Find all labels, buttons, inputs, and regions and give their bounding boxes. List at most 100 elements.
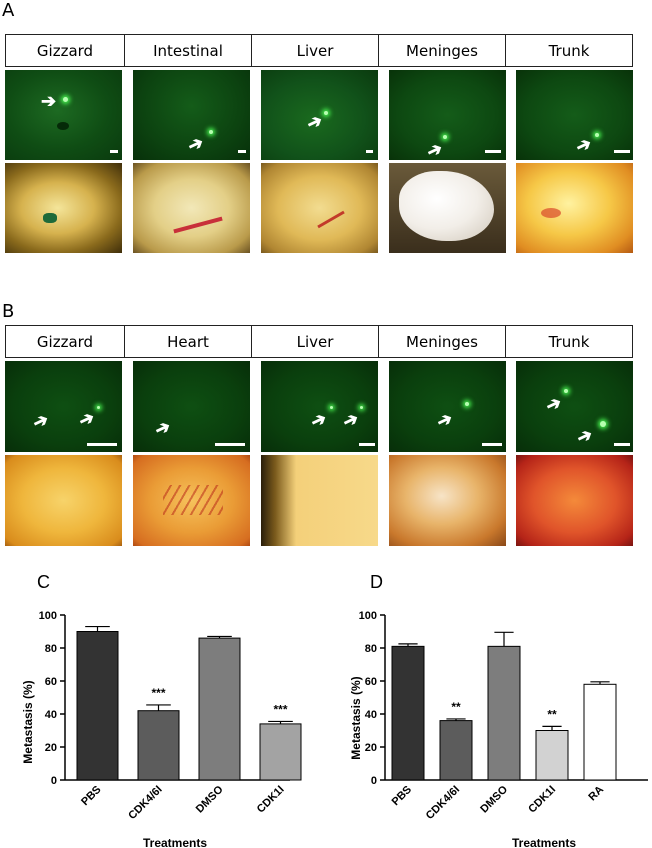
y-tick-label: 0 (371, 775, 377, 787)
y-tick-label: 60 (365, 676, 377, 688)
y-tick-label: 20 (45, 742, 57, 754)
metastasis-spot (443, 135, 447, 139)
arrow-icon: ➔ (573, 423, 596, 449)
panel-b-grid: Gizzard Heart Liver Meninges Trunk ➔ ➔ ➔… (5, 325, 633, 546)
y-tick-label: 80 (45, 643, 57, 655)
x-tick-label: PBS (79, 784, 103, 808)
chart-d: D Metastasis (%) Treatments 0 20 40 60 80 100… (349, 572, 648, 848)
fluorescence-image-trunk: ➔ (516, 70, 633, 160)
brightfield-image-trunk (516, 455, 633, 546)
arrow-icon: ➔ (542, 391, 565, 417)
panel-letter-a: A (2, 0, 15, 21)
scale-bar (614, 443, 630, 446)
panel-a-brightfield-row (5, 163, 633, 253)
chart-c: C Metastasis (%) Treatments 0 20 40 60 80 100… (21, 572, 302, 848)
x-tick-label: PBS (390, 784, 414, 808)
arrow-icon: ➔ (75, 406, 98, 432)
scale-bar (359, 443, 375, 446)
fluorescence-image-trunk: ➔ ➔ (516, 361, 633, 452)
panel-a-label-trunk: Trunk (548, 41, 590, 60)
arrow-icon: ➔ (572, 132, 595, 158)
panel-a-fluorescence-row: ➔ ➔ ➔ ➔ ➔ (5, 70, 633, 160)
arrow-icon: ➔ (339, 407, 362, 433)
significance-label: *** (273, 702, 287, 716)
brightfield-image-trunk (516, 163, 633, 253)
panel-b-label-trunk: Trunk (548, 332, 590, 351)
panel-b-fluorescence-row: ➔ ➔ ➔ ➔ ➔ ➔ ➔ ➔ (5, 361, 633, 452)
y-tick-label: 40 (365, 709, 377, 721)
bar (259, 723, 302, 781)
y-tick-label: 20 (365, 742, 377, 754)
bar (76, 631, 119, 781)
scale-bar (87, 443, 117, 446)
x-tick-label: CDK1I (255, 784, 287, 816)
fluorescence-image-gizzard: ➔ (5, 70, 122, 160)
metastasis-spot (97, 406, 100, 409)
scale-bar (110, 150, 118, 153)
bar (391, 645, 425, 781)
panel-a-label-intestinal: Intestinal (125, 35, 252, 66)
fluorescence-image-meninges: ➔ (389, 70, 506, 160)
fluorescence-image-gizzard: ➔ ➔ (5, 361, 122, 452)
bar (487, 645, 521, 781)
brightfield-image-liver (261, 455, 378, 546)
panel-a-grid: Gizzard Intestinal Liver Meninges Trunk … (5, 34, 633, 253)
panel-b-header-row: Gizzard Heart Liver Meninges Trunk (5, 325, 633, 358)
x-tick-label: RA (586, 784, 606, 804)
y-tick-label: 40 (45, 709, 57, 721)
panel-a-label-gizzard: Gizzard (6, 35, 125, 66)
metastasis-spot (465, 402, 469, 406)
brightfield-image-meninges (389, 163, 506, 253)
bar (198, 637, 241, 781)
scale-bar (482, 443, 502, 446)
fluorescence-image-intestinal: ➔ (133, 70, 250, 160)
arrow-icon: ➔ (151, 415, 174, 441)
x-axis-title: Treatments (143, 836, 207, 848)
fluorescence-image-heart: ➔ (133, 361, 250, 452)
metastasis-spot (595, 133, 599, 137)
brightfield-image-meninges (389, 455, 506, 546)
brightfield-image-liver (261, 163, 378, 253)
metastasis-spot (209, 130, 213, 134)
panel-letter-b: B (2, 301, 15, 322)
arrow-icon: ➔ (307, 407, 330, 433)
bar (439, 720, 473, 781)
arrow-icon: ➔ (184, 131, 207, 157)
arrow-icon: ➔ (29, 408, 52, 434)
panel-b-label-liver: Liver (252, 326, 379, 357)
arrow-icon: ➔ (433, 407, 456, 433)
y-tick-label: 60 (45, 676, 57, 688)
y-axis-title: Metastasis (%) (21, 680, 35, 763)
scale-bar (485, 150, 501, 153)
bar (535, 730, 569, 781)
x-tick-label: CDK4/6I (126, 784, 164, 822)
x-axis-title: Treatments (512, 836, 576, 848)
x-tick-label: CDK1I (526, 784, 558, 816)
y-axis-title: Metastasis (%) (349, 676, 363, 759)
x-tick-label: DMSO (478, 783, 510, 815)
metastasis-spot (600, 421, 606, 427)
significance-label: ** (547, 707, 557, 721)
panel-a-header-row: Gizzard Intestinal Liver Meninges Trunk (5, 34, 633, 67)
panel-b-label-meninges: Meninges (379, 326, 506, 357)
significance-label: ** (451, 700, 461, 714)
panel-letter-c: C (37, 572, 50, 592)
panel-b-label-heart: Heart (125, 326, 252, 357)
significance-label: *** (151, 686, 165, 700)
y-tick-label: 100 (39, 610, 57, 622)
scale-bar (366, 150, 373, 153)
fluorescence-image-liver: ➔ ➔ (261, 361, 378, 452)
chart-d-plot: 0 20 40 60 80 100 PBS ** CDK4/6I DMSO ** CDK1I RA (359, 610, 648, 822)
fluorescence-image-meninges: ➔ (389, 361, 506, 452)
metastasis-spot (324, 111, 328, 115)
metastasis-spot (63, 97, 68, 102)
brightfield-image-gizzard (5, 455, 122, 546)
brightfield-image-heart (133, 455, 250, 546)
y-tick-label: 0 (51, 775, 57, 787)
scale-bar (238, 150, 246, 153)
panel-a-label-liver: Liver (252, 35, 379, 66)
scale-bar (614, 150, 630, 153)
scale-bar (215, 443, 245, 446)
panel-b-label-gizzard: Gizzard (6, 326, 125, 357)
y-tick-label: 100 (359, 610, 377, 622)
